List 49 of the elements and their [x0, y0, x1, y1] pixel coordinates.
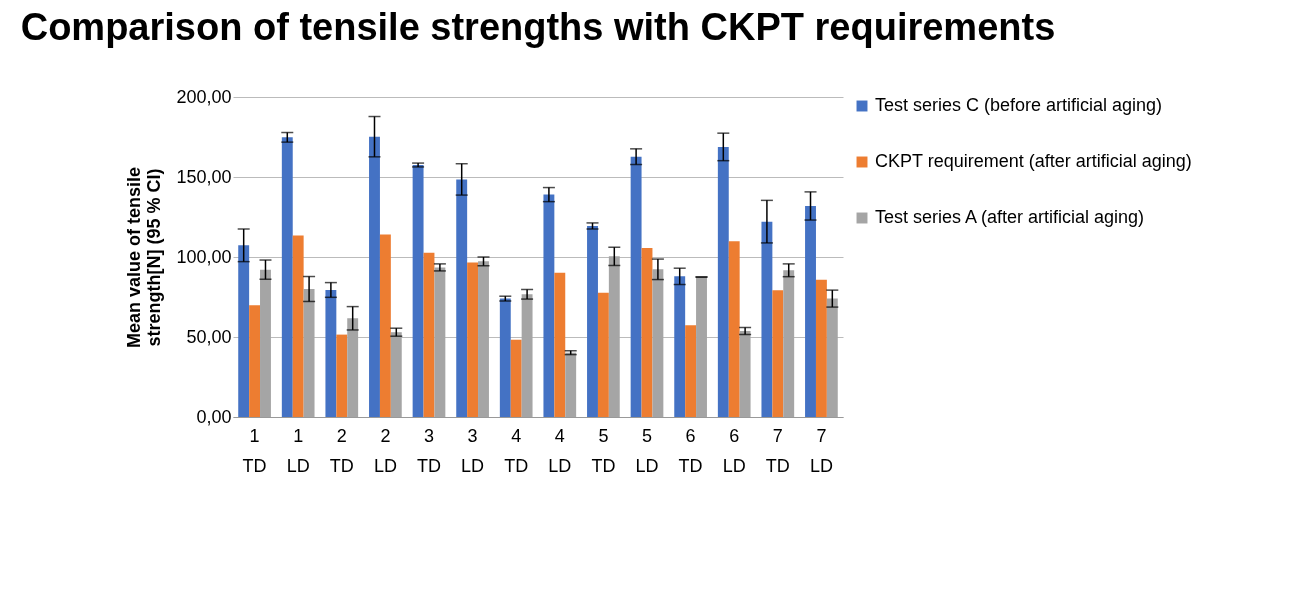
bar — [728, 241, 740, 417]
bar — [238, 245, 250, 417]
bar — [336, 334, 348, 417]
bar — [510, 339, 522, 417]
x-tick-label: 7 TD — [765, 425, 790, 476]
y-tick-label: 150,00 — [176, 166, 232, 187]
bar — [423, 252, 435, 417]
x-tick-label: 4 LD — [548, 425, 572, 476]
x-tick-label: 2 LD — [373, 425, 397, 476]
legend-label: CKPT requirement (after artificial aging) — [875, 151, 1192, 171]
bar — [369, 136, 380, 417]
bar — [597, 292, 609, 417]
x-tick-label: 5 TD — [591, 425, 616, 476]
bar — [674, 276, 686, 417]
bar — [761, 221, 773, 417]
y-tick-label: 0,00 — [196, 406, 232, 427]
bar — [772, 290, 784, 417]
x-tick-label: 1 LD — [286, 425, 310, 476]
bar — [815, 279, 827, 417]
legend-label: Test series A (after artificial aging) — [875, 207, 1145, 227]
x-tick-label: 3 TD — [416, 425, 441, 476]
x-tick-label: 1 TD — [242, 425, 267, 476]
bar — [685, 325, 697, 417]
y-tick-label: 100,00 — [176, 246, 232, 267]
bar — [467, 262, 479, 417]
x-tick-label: 3 LD — [461, 425, 485, 476]
x-tick-label: 6 TD — [678, 425, 703, 476]
legend-label: Test series C (before artificial aging) — [875, 95, 1163, 115]
x-tick-label: 4 TD — [504, 425, 529, 476]
x-tick-label: 7 LD — [809, 425, 833, 476]
y-axis-title: Mean value of tensile strength[N] (95 % CI) — [124, 166, 165, 349]
bar — [554, 272, 566, 417]
bar — [281, 137, 293, 417]
bar — [717, 146, 729, 417]
bar — [543, 194, 555, 417]
bar — [630, 156, 642, 417]
bar — [805, 205, 816, 417]
bar — [325, 289, 337, 417]
bar — [456, 179, 468, 417]
bar — [641, 248, 653, 417]
chart-title: Comparison of tensile strengths with CKPT requirements — [20, 6, 1056, 48]
bar — [249, 305, 261, 417]
y-tick-label: 200,00 — [176, 86, 232, 107]
y-tick-label: 50,00 — [186, 326, 232, 347]
x-tick-label: 6 LD — [722, 425, 746, 476]
x-tick-label: 2 TD — [329, 425, 354, 476]
bar — [379, 234, 391, 417]
bar — [292, 235, 304, 417]
x-tick-label: 5 LD — [635, 425, 659, 476]
